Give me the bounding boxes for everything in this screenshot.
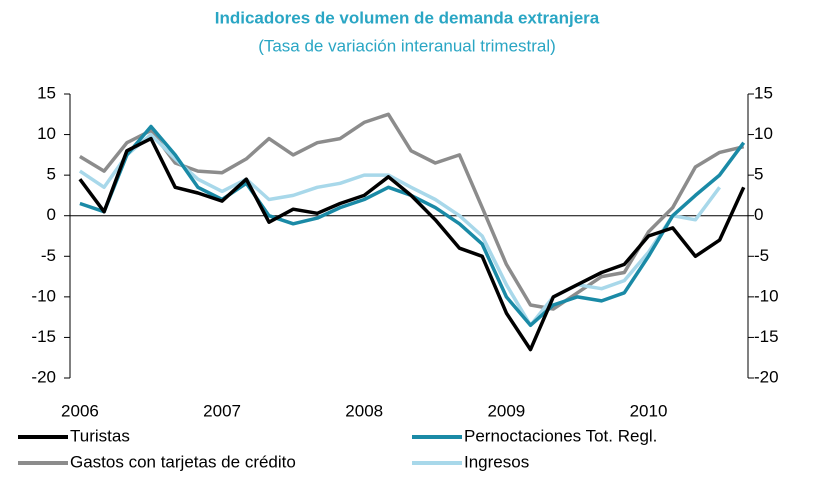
x-tick-label: 2010 — [630, 401, 668, 420]
y-tick-label: -5 — [41, 246, 56, 265]
y-tick-label: 15 — [37, 83, 56, 102]
legend-label: Turistas — [70, 426, 130, 445]
y-tick-label: -10 — [31, 286, 56, 305]
y2-tick-label: 10 — [754, 124, 773, 143]
y2-tick-label: -15 — [754, 327, 779, 346]
legend-label: Ingresos — [464, 452, 529, 471]
x-tick-label: 2007 — [203, 401, 241, 420]
chart-subtitle: (Tasa de variación interanual trimestral… — [258, 36, 556, 55]
series-line — [78, 112, 745, 311]
y-tick-label: 0 — [47, 205, 56, 224]
y2-tick-label: -5 — [754, 246, 769, 265]
y-tick-label: -15 — [31, 327, 56, 346]
y2-tick-label: 0 — [754, 205, 763, 224]
legend-label: Gastos con tarjetas de crédito — [70, 452, 296, 471]
x-tick-label: 2006 — [61, 401, 99, 420]
chart-title: Indicadores de volumen de demanda extran… — [215, 8, 600, 27]
x-tick-label: 2009 — [487, 401, 525, 420]
y2-tick-label: 5 — [754, 165, 763, 184]
y-tick-label: 10 — [37, 124, 56, 143]
legend-label: Pernoctaciones Tot. Regl. — [464, 426, 657, 445]
y2-tick-label: -20 — [754, 367, 779, 386]
series-line — [79, 124, 746, 328]
series-line — [78, 136, 746, 352]
y-tick-label: 5 — [47, 165, 56, 184]
x-tick-label: 2008 — [345, 401, 383, 420]
y-tick-label: -20 — [31, 367, 56, 386]
y2-tick-label: 15 — [754, 83, 773, 102]
y2-tick-label: -10 — [754, 286, 779, 305]
